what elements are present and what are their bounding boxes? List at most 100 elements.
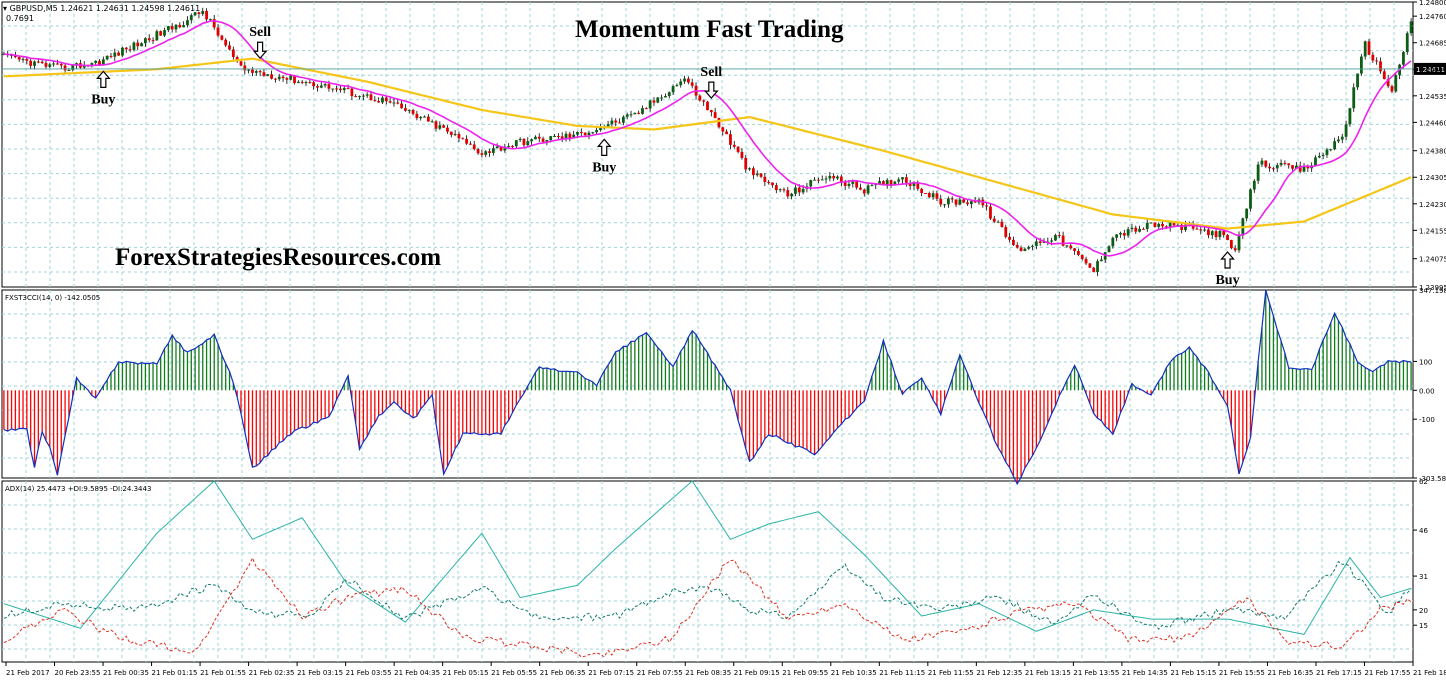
cci-tick-label: -303.583 (1419, 475, 1446, 483)
candle-body (1272, 168, 1275, 170)
candle-body (449, 131, 453, 135)
adx-panel-title: ADX(14) 25.4473 +DI:9.5895 -DI:24.3443 (5, 485, 151, 493)
candle-body (935, 193, 939, 199)
candle-body (381, 97, 384, 103)
time-tick-label: 21 Feb 07:15 (588, 669, 634, 677)
cci-tick-label: 0.00 (1419, 387, 1435, 395)
adx-tick-label: 31 (1419, 573, 1428, 581)
time-tick-label: 21 Feb 13:15 (1025, 669, 1071, 677)
candle-body (1356, 73, 1359, 88)
time-tick-label: 21 Feb 01:55 (200, 669, 246, 677)
candle-body (1333, 141, 1337, 150)
candle-body (1130, 227, 1134, 230)
time-tick-label: 21 Feb 10:35 (831, 669, 877, 677)
candle-body (1008, 236, 1011, 240)
candle-body (801, 188, 805, 193)
candle-body (457, 134, 461, 139)
candle-body (1375, 60, 1379, 62)
candle-body (1237, 235, 1241, 251)
dropdown-arrow-icon[interactable]: ▾ (3, 4, 8, 13)
candle-body (679, 81, 683, 86)
time-tick-label: 20 Feb 23:55 (55, 669, 101, 677)
candle-body (1352, 87, 1356, 109)
candle-body (407, 109, 411, 111)
time-tick-label: 21 Feb 12:35 (976, 669, 1022, 677)
candle-body (277, 76, 281, 80)
candle-body (1314, 157, 1317, 166)
candle-body (258, 71, 262, 73)
time-tick-label: 21 Feb 08:35 (685, 669, 731, 677)
candle-body (1199, 229, 1203, 231)
candle-body (121, 47, 124, 56)
candle-body (335, 88, 338, 90)
candle-body (453, 134, 457, 136)
candle-body (583, 132, 587, 136)
candle-body (568, 133, 572, 138)
candle-body (1233, 248, 1237, 251)
candle-body (989, 206, 992, 219)
candle-body (193, 12, 197, 16)
candle-body (342, 88, 346, 91)
signal-label: Sell (249, 25, 271, 40)
adx-series-di (3, 556, 1412, 658)
candle-body (1340, 136, 1344, 140)
candle-body (862, 189, 866, 194)
candle-body (751, 168, 755, 176)
candle-body (147, 38, 151, 41)
candle-body (1122, 232, 1126, 236)
time-tick-label: 21 Feb 06:35 (540, 669, 586, 677)
candle-body (339, 88, 342, 91)
candle-body (1057, 235, 1061, 237)
candle-body (790, 193, 794, 197)
price-tick-label: 1.24305 (1419, 174, 1446, 182)
candle-body (576, 131, 579, 135)
time-tick-label: 21 Feb 11:55 (928, 669, 974, 677)
candle-body (384, 97, 388, 102)
candle-body (759, 173, 763, 177)
candle-body (893, 181, 897, 185)
candle-body (319, 85, 323, 88)
candle-body (966, 202, 969, 205)
candle-body (358, 96, 361, 98)
candle-body (744, 157, 748, 170)
sub-value: 0.7691 (6, 14, 34, 23)
price-tick-label: 1.24380 (1419, 148, 1446, 156)
candle-body (1107, 246, 1111, 253)
candle-body (851, 181, 855, 184)
candle-body (560, 136, 564, 139)
candle-body (1111, 237, 1115, 247)
price-tick-label: 1.24685 (1419, 40, 1446, 48)
candle-body (499, 146, 503, 151)
arrow-up-icon (96, 70, 111, 88)
candle-body (1222, 231, 1226, 236)
candle-body (251, 69, 254, 73)
candle-body (686, 78, 690, 83)
candle-body (832, 176, 836, 179)
price-tick-label: 1.24800 (1419, 0, 1446, 7)
candle-body (289, 75, 293, 80)
candle-body (1054, 235, 1057, 241)
time-tick-label: 21 Feb 07:55 (637, 669, 683, 677)
candle-body (969, 201, 973, 205)
candle-body (426, 116, 430, 122)
candle-body (526, 141, 530, 146)
candle-body (729, 134, 732, 145)
candle-body (843, 182, 847, 186)
cci-tick-label: 347.1988 (1419, 287, 1446, 295)
candle-body (1390, 86, 1394, 92)
candle-body (828, 176, 832, 179)
candle-body (159, 31, 163, 36)
time-tick-label: 21 Feb 03:15 (297, 669, 343, 677)
candle-body (740, 151, 744, 158)
candle-body (350, 88, 354, 97)
candle-body (1038, 241, 1042, 244)
candle-body (1172, 222, 1176, 226)
candle-body (522, 138, 526, 146)
candle-body (300, 81, 304, 83)
candle-body (625, 114, 629, 117)
candle-body (1164, 226, 1168, 228)
grid-lines (2, 2, 1413, 662)
candle-body (132, 42, 136, 50)
candle-body (472, 144, 476, 150)
